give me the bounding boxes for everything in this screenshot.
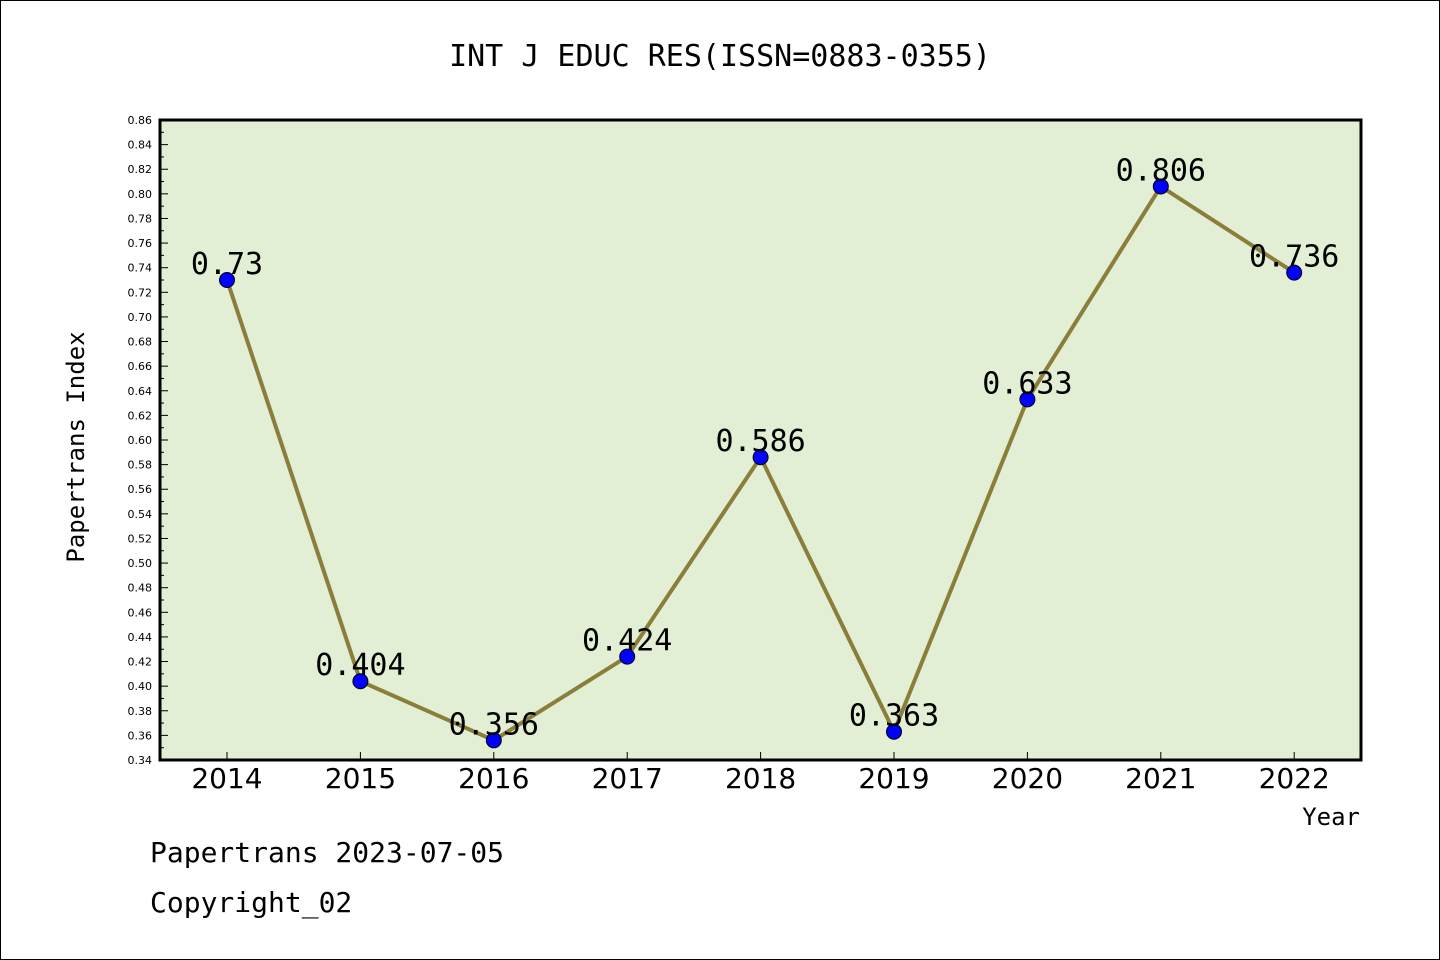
y-tick-label: 0.86 [128, 114, 153, 127]
y-tick-label: 0.62 [128, 409, 153, 422]
data-label: 0.73 [191, 247, 263, 282]
y-tick-label: 0.40 [128, 680, 153, 693]
y-tick-label: 0.64 [128, 385, 153, 398]
y-axis-label: Papertrans Index [62, 331, 90, 562]
data-point [219, 272, 235, 288]
y-tick-label: 0.44 [128, 631, 153, 644]
x-tick-label: 2022 [1259, 762, 1330, 795]
y-tick-label: 0.48 [128, 582, 153, 595]
data-label: 0.424 [582, 624, 672, 659]
y-tick-label: 0.84 [128, 139, 153, 152]
y-tick-label: 0.46 [128, 606, 153, 619]
y-tick-label: 0.50 [128, 557, 153, 570]
data-label: 0.736 [1249, 240, 1339, 275]
data-point [1152, 178, 1169, 195]
y-tick-label: 0.70 [128, 311, 153, 324]
y-tick-label: 0.76 [128, 237, 153, 250]
data-point [1286, 264, 1303, 281]
plot-area [158, 118, 1363, 762]
x-tick-label: 2015 [325, 762, 396, 795]
data-point [619, 648, 636, 665]
chart-title: INT J EDUC RES(ISSN=0883-0355) [449, 39, 991, 74]
y-axis: 0.34 0.36 0.38 0.40 0.42 0.44 0.46 0.48 0.50 0.52… [128, 114, 168, 767]
data-label: 0.806 [1116, 153, 1206, 188]
footer-copyright: Copyright_02 [150, 886, 353, 919]
data-point [485, 732, 502, 749]
y-tick-label: 0.60 [128, 434, 153, 447]
y-tick-label: 0.38 [128, 705, 153, 718]
x-tick-label: 2014 [191, 762, 262, 795]
x-axis-label: Year [1302, 803, 1360, 831]
y-tick-label: 0.56 [128, 483, 153, 496]
data-label: 0.363 [849, 699, 939, 734]
y-tick-label: 0.68 [128, 336, 153, 349]
footer-date: Papertrans 2023-07-05 [150, 836, 505, 869]
x-tick-label: 2021 [1125, 762, 1196, 795]
x-tick-label: 2019 [858, 762, 929, 795]
y-tick-label: 0.58 [128, 459, 153, 472]
y-tick-label: 0.74 [128, 262, 153, 275]
y-tick-label: 0.82 [128, 163, 153, 176]
y-tick-label: 0.52 [128, 532, 153, 545]
data-label: 0.404 [315, 648, 405, 683]
data-point [1019, 391, 1036, 408]
x-tick-label: 2018 [725, 762, 796, 795]
data-point [752, 449, 769, 466]
y-tick-label: 0.80 [128, 188, 153, 201]
data-label: 0.633 [982, 366, 1072, 401]
x-tick-label: 2017 [592, 762, 663, 795]
y-tick-label: 0.66 [128, 360, 153, 373]
y-tick-label: 0.34 [128, 754, 153, 767]
data-point [886, 723, 902, 740]
y-tick-label: 0.36 [128, 729, 153, 742]
data-label: 0.586 [715, 424, 805, 459]
y-tick-label: 0.72 [128, 286, 153, 299]
series-layer: 0.73 0.404 0.356 0.424 0.586 0.363 0.633 0.806 0… [191, 153, 1339, 749]
y-tick-label: 0.42 [128, 656, 153, 669]
data-point [352, 673, 369, 690]
x-tick-label: 2020 [992, 762, 1063, 795]
x-axis: 2014 2015 2016 2017 2018 2019 2020 2021 2022 [191, 752, 1330, 795]
y-tick-label: 0.54 [128, 508, 153, 521]
x-tick-label: 2016 [458, 762, 529, 795]
data-label: 0.356 [449, 707, 539, 742]
y-tick-label: 0.78 [128, 212, 153, 225]
